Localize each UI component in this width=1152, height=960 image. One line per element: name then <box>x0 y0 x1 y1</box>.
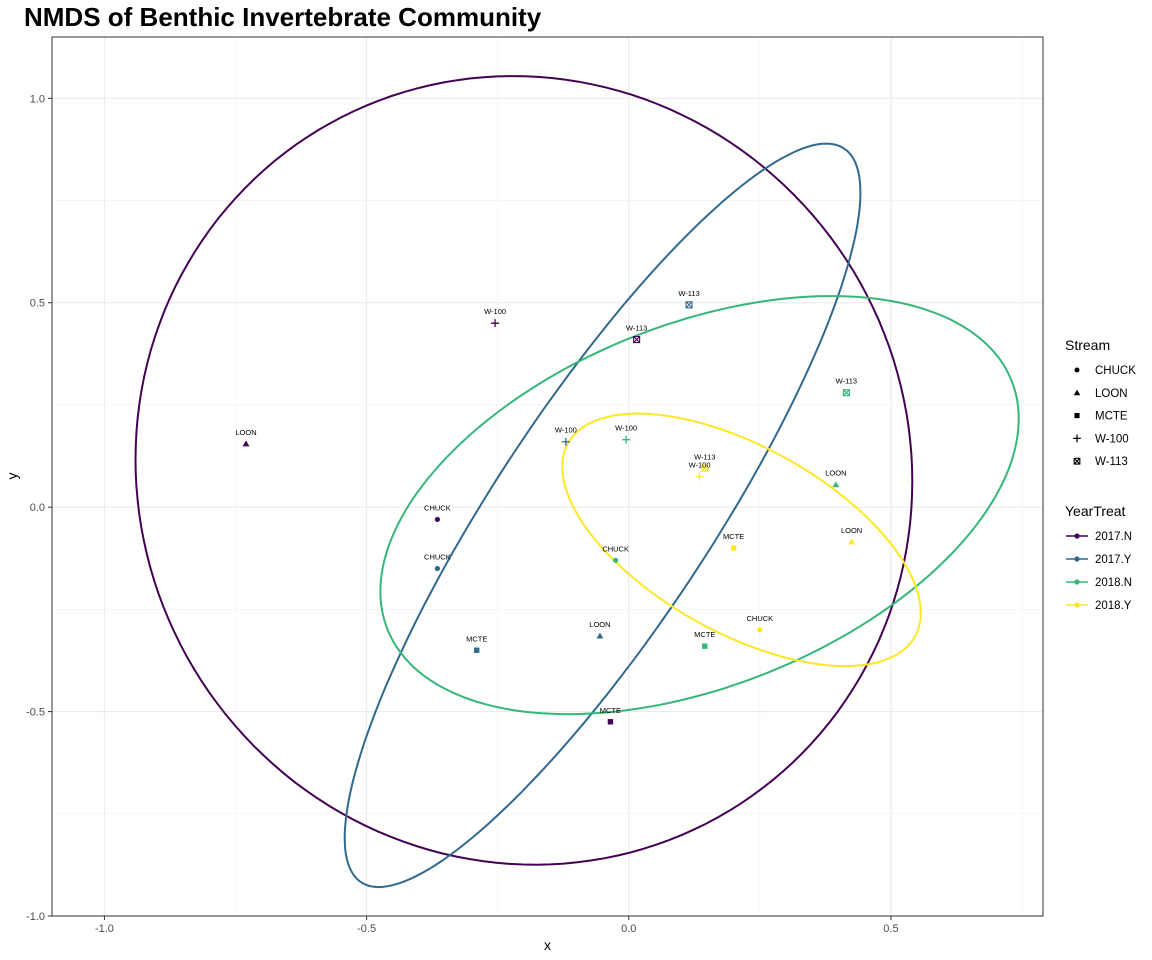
point-loon-2018-N <box>832 481 840 488</box>
legend: Stream CHUCK LOON MCTE W-100 W-113 YearTreat 20… <box>1065 337 1136 612</box>
legend-label-chuck: CHUCK <box>1095 365 1136 377</box>
ellipse-2018-Y <box>561 412 922 668</box>
x-tick-label: -1.0 <box>95 923 114 935</box>
y-tick-label: -0.5 <box>26 707 45 719</box>
ellipse-2017-Y <box>343 142 862 889</box>
point-label: CHUCK <box>602 544 629 553</box>
point-label: W-113 <box>678 289 699 298</box>
legend-label-2017-N: 2017.N <box>1095 531 1132 543</box>
point-w-113-2018-Y <box>701 464 709 472</box>
legend-key-w-100 <box>1073 434 1081 443</box>
point-label: LOON <box>841 526 862 535</box>
point-w-113-2018-N <box>842 389 850 397</box>
point-w-113-2017-Y <box>685 301 693 309</box>
point-label: MCTE <box>466 634 487 643</box>
legend-key-loon <box>1073 389 1081 396</box>
legend-dot-2017-Y <box>1074 556 1080 562</box>
legend-dot-2018-N <box>1074 579 1080 585</box>
plot-panel-border <box>51 36 1044 917</box>
point-label: LOON <box>825 469 846 478</box>
point-loon-2017-N <box>242 440 250 447</box>
legend-label-w-113: W-113 <box>1095 456 1128 468</box>
point-label: CHUCK <box>424 503 451 512</box>
point-chuck-2017-N <box>434 516 440 523</box>
y-tick-label: 0.0 <box>30 502 45 514</box>
point-label: W-113 <box>626 324 647 333</box>
point-label: W-100 <box>615 424 637 433</box>
x-tick-label: 0.5 <box>883 923 898 935</box>
y-tick-label: -1.0 <box>26 911 45 923</box>
legend-label-mcte: MCTE <box>1095 411 1128 423</box>
point-label: MCTE <box>600 706 621 715</box>
data-points <box>242 301 856 725</box>
point-w-100-2017-N <box>491 319 500 328</box>
point-label: CHUCK <box>747 614 774 623</box>
point-label: MCTE <box>694 630 715 639</box>
group-ellipses <box>134 75 1020 889</box>
ellipse-2018-N <box>379 295 1020 716</box>
legend-key-mcte <box>1074 413 1080 419</box>
y-tick-label: 1.0 <box>30 93 45 105</box>
grid-lines <box>52 37 1043 917</box>
point-mcte-2017-N <box>607 719 614 725</box>
legend-label-2018-Y: 2018.Y <box>1095 600 1132 612</box>
legend-dot-2018-Y <box>1074 602 1080 608</box>
point-label: CHUCK <box>424 552 451 561</box>
point-w-100-2017-Y <box>561 437 570 446</box>
point-w-113-2017-N <box>633 335 641 344</box>
axes: -1.0 -0.5 0.0 0.5 -1.0 -0.5 0.0 0.5 1.0 <box>26 93 899 935</box>
point-w-100-2018-N <box>622 435 631 444</box>
legend-label-2017-Y: 2017.Y <box>1095 554 1132 566</box>
legend-key-w-113 <box>1073 457 1081 465</box>
x-axis-title: x <box>544 937 551 953</box>
y-tick-label: 0.5 <box>30 298 45 310</box>
point-mcte-2017-Y <box>474 647 480 653</box>
point-label: W-100 <box>484 307 506 316</box>
point-label: LOON <box>235 428 256 437</box>
point-loon-2017-Y <box>596 632 604 639</box>
x-tick-label: 0.0 <box>621 923 636 935</box>
point-label: W-113 <box>694 452 715 461</box>
legend-label-2018-N: 2018.N <box>1095 577 1132 589</box>
point-mcte-2018-Y <box>730 545 737 551</box>
point-label: W-113 <box>836 377 857 386</box>
ellipse-2017-N <box>134 75 914 866</box>
chart-title: NMDS of Benthic Invertebrate Community <box>24 2 542 32</box>
point-chuck-2018-Y <box>757 627 763 633</box>
legend-dot-2017-N <box>1074 533 1080 539</box>
point-label: LOON <box>589 620 610 629</box>
point-label: MCTE <box>723 532 744 541</box>
point-mcte-2018-N <box>702 643 708 649</box>
y-axis-title: y <box>4 473 20 480</box>
point-label: W-100 <box>555 426 577 435</box>
legend-label-loon: LOON <box>1095 388 1128 400</box>
point-chuck-2017-Y <box>434 565 440 572</box>
legend-label-w-100: W-100 <box>1095 433 1129 445</box>
legend-key-chuck <box>1074 367 1080 373</box>
point-w-100-2018-Y <box>695 472 704 481</box>
legend-title-stream: Stream <box>1065 337 1110 353</box>
legend-title-yeartreat: YearTreat <box>1065 503 1126 519</box>
plot-panel <box>52 37 1043 916</box>
x-tick-label: -0.5 <box>357 923 376 935</box>
point-chuck-2018-N <box>613 557 619 563</box>
point-label: W-100 <box>689 461 711 470</box>
point-labels: LOONCHUCKW-100W-113MCTECHUCKMCTEW-100W-1… <box>235 289 862 715</box>
point-loon-2018-Y <box>848 538 856 545</box>
